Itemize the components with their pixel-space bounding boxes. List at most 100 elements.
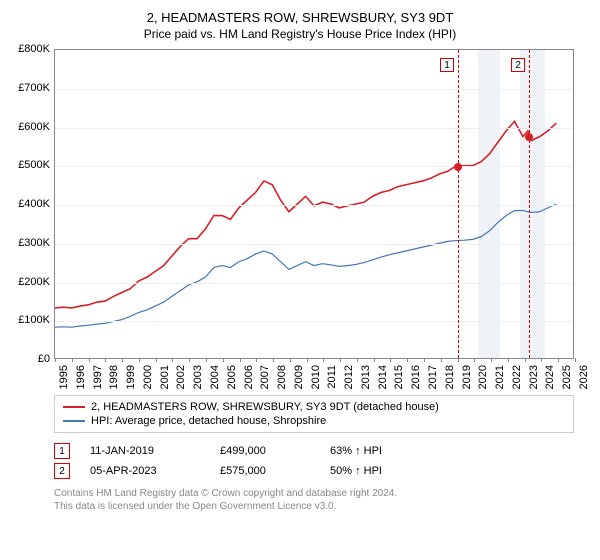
- chart-container: 2, HEADMASTERS ROW, SHREWSBURY, SY3 9DT …: [0, 0, 600, 560]
- chart-area: 12 £0£100K£200K£300K£400K£500K£600K£700K…: [10, 49, 590, 389]
- legend: 2, HEADMASTERS ROW, SHREWSBURY, SY3 9DT …: [54, 395, 574, 433]
- y-axis-label: £100K: [10, 314, 50, 326]
- y-axis-label: £200K: [10, 276, 50, 288]
- x-axis-label: 2020: [477, 365, 489, 389]
- x-axis-label: 2016: [410, 365, 422, 389]
- sale-marker-dot: [525, 133, 533, 141]
- record-badge: 2: [54, 463, 70, 479]
- legend-swatch: [63, 420, 85, 422]
- x-axis-label: 2001: [159, 365, 171, 389]
- footer-attribution: Contains HM Land Registry data © Crown c…: [54, 487, 574, 513]
- chart-subtitle: Price paid vs. HM Land Registry's House …: [10, 27, 590, 41]
- x-tick: [374, 358, 375, 362]
- gridline-h: [55, 244, 573, 245]
- x-tick: [139, 358, 140, 362]
- legend-label: 2, HEADMASTERS ROW, SHREWSBURY, SY3 9DT …: [91, 401, 439, 413]
- record-price: £499,000: [220, 445, 310, 457]
- x-tick: [256, 358, 257, 362]
- x-axis-label: 2026: [578, 365, 590, 389]
- x-tick: [290, 358, 291, 362]
- x-axis-label: 2003: [192, 365, 204, 389]
- record-badge: 1: [54, 443, 70, 459]
- x-tick: [474, 358, 475, 362]
- x-tick: [307, 358, 308, 362]
- x-axis-label: 2010: [310, 365, 322, 389]
- legend-swatch: [63, 406, 85, 408]
- x-axis-label: 2017: [427, 365, 439, 389]
- event-label-box: 2: [511, 58, 525, 72]
- y-axis-label: £600K: [10, 121, 50, 133]
- x-axis-label: 1998: [108, 365, 120, 389]
- x-tick: [525, 358, 526, 362]
- x-tick: [424, 358, 425, 362]
- x-tick: [558, 358, 559, 362]
- x-tick: [189, 358, 190, 362]
- y-axis-label: £0: [10, 353, 50, 365]
- x-tick: [491, 358, 492, 362]
- x-tick: [72, 358, 73, 362]
- x-axis-label: 2009: [293, 365, 305, 389]
- x-tick: [340, 358, 341, 362]
- record-delta: 63% ↑ HPI: [330, 445, 420, 457]
- chart-title: 2, HEADMASTERS ROW, SHREWSBURY, SY3 9DT: [10, 10, 590, 25]
- y-axis-label: £300K: [10, 237, 50, 249]
- chart-lines: [55, 50, 573, 358]
- gridline-h: [55, 283, 573, 284]
- x-axis-label: 2006: [243, 365, 255, 389]
- y-axis-label: £500K: [10, 159, 50, 171]
- x-tick: [156, 358, 157, 362]
- x-axis-label: 2022: [511, 365, 523, 389]
- record-delta: 50% ↑ HPI: [330, 465, 420, 477]
- x-axis-label: 2005: [226, 365, 238, 389]
- event-vline: [458, 50, 459, 358]
- x-axis-label: 2000: [142, 365, 154, 389]
- y-axis-label: £400K: [10, 198, 50, 210]
- x-axis-label: 2004: [209, 365, 221, 389]
- footer-line1: Contains HM Land Registry data © Crown c…: [54, 487, 574, 500]
- x-axis-label: 2014: [377, 365, 389, 389]
- x-tick: [575, 358, 576, 362]
- x-axis-label: 2019: [461, 365, 473, 389]
- x-tick: [206, 358, 207, 362]
- x-axis-label: 2021: [494, 365, 506, 389]
- x-axis-label: 2011: [326, 365, 338, 389]
- x-axis-label: 2013: [360, 365, 372, 389]
- x-tick: [122, 358, 123, 362]
- event-label-box: 1: [440, 58, 454, 72]
- x-axis-label: 2024: [544, 365, 556, 389]
- event-vline: [529, 50, 530, 358]
- record-row: 2 05-APR-2023 £575,000 50% ↑ HPI: [54, 463, 574, 479]
- x-tick: [105, 358, 106, 362]
- y-axis-label: £700K: [10, 82, 50, 94]
- legend-label: HPI: Average price, detached house, Shro…: [91, 415, 326, 427]
- x-tick: [390, 358, 391, 362]
- x-axis-label: 1997: [92, 365, 104, 389]
- x-tick: [508, 358, 509, 362]
- x-axis-label: 2025: [561, 365, 573, 389]
- x-axis-label: 2007: [259, 365, 271, 389]
- gridline-h: [55, 128, 573, 129]
- x-tick: [357, 358, 358, 362]
- gridline-h: [55, 321, 573, 322]
- record-price: £575,000: [220, 465, 310, 477]
- x-tick: [323, 358, 324, 362]
- x-axis-label: 2015: [393, 365, 405, 389]
- legend-item: 2, HEADMASTERS ROW, SHREWSBURY, SY3 9DT …: [63, 400, 565, 414]
- x-tick: [172, 358, 173, 362]
- x-tick: [89, 358, 90, 362]
- x-axis-label: 2018: [444, 365, 456, 389]
- gridline-h: [55, 166, 573, 167]
- x-tick: [441, 358, 442, 362]
- x-tick: [223, 358, 224, 362]
- x-axis-label: 2002: [175, 365, 187, 389]
- x-tick: [240, 358, 241, 362]
- plot-area: 12: [54, 49, 574, 359]
- series-line-hpi: [55, 204, 556, 327]
- legend-item: HPI: Average price, detached house, Shro…: [63, 414, 565, 428]
- x-tick: [55, 358, 56, 362]
- gridline-h: [55, 89, 573, 90]
- x-axis-label: 1995: [58, 365, 70, 389]
- record-date: 05-APR-2023: [90, 465, 200, 477]
- x-axis-label: 2023: [528, 365, 540, 389]
- footer-line2: This data is licensed under the Open Gov…: [54, 500, 574, 513]
